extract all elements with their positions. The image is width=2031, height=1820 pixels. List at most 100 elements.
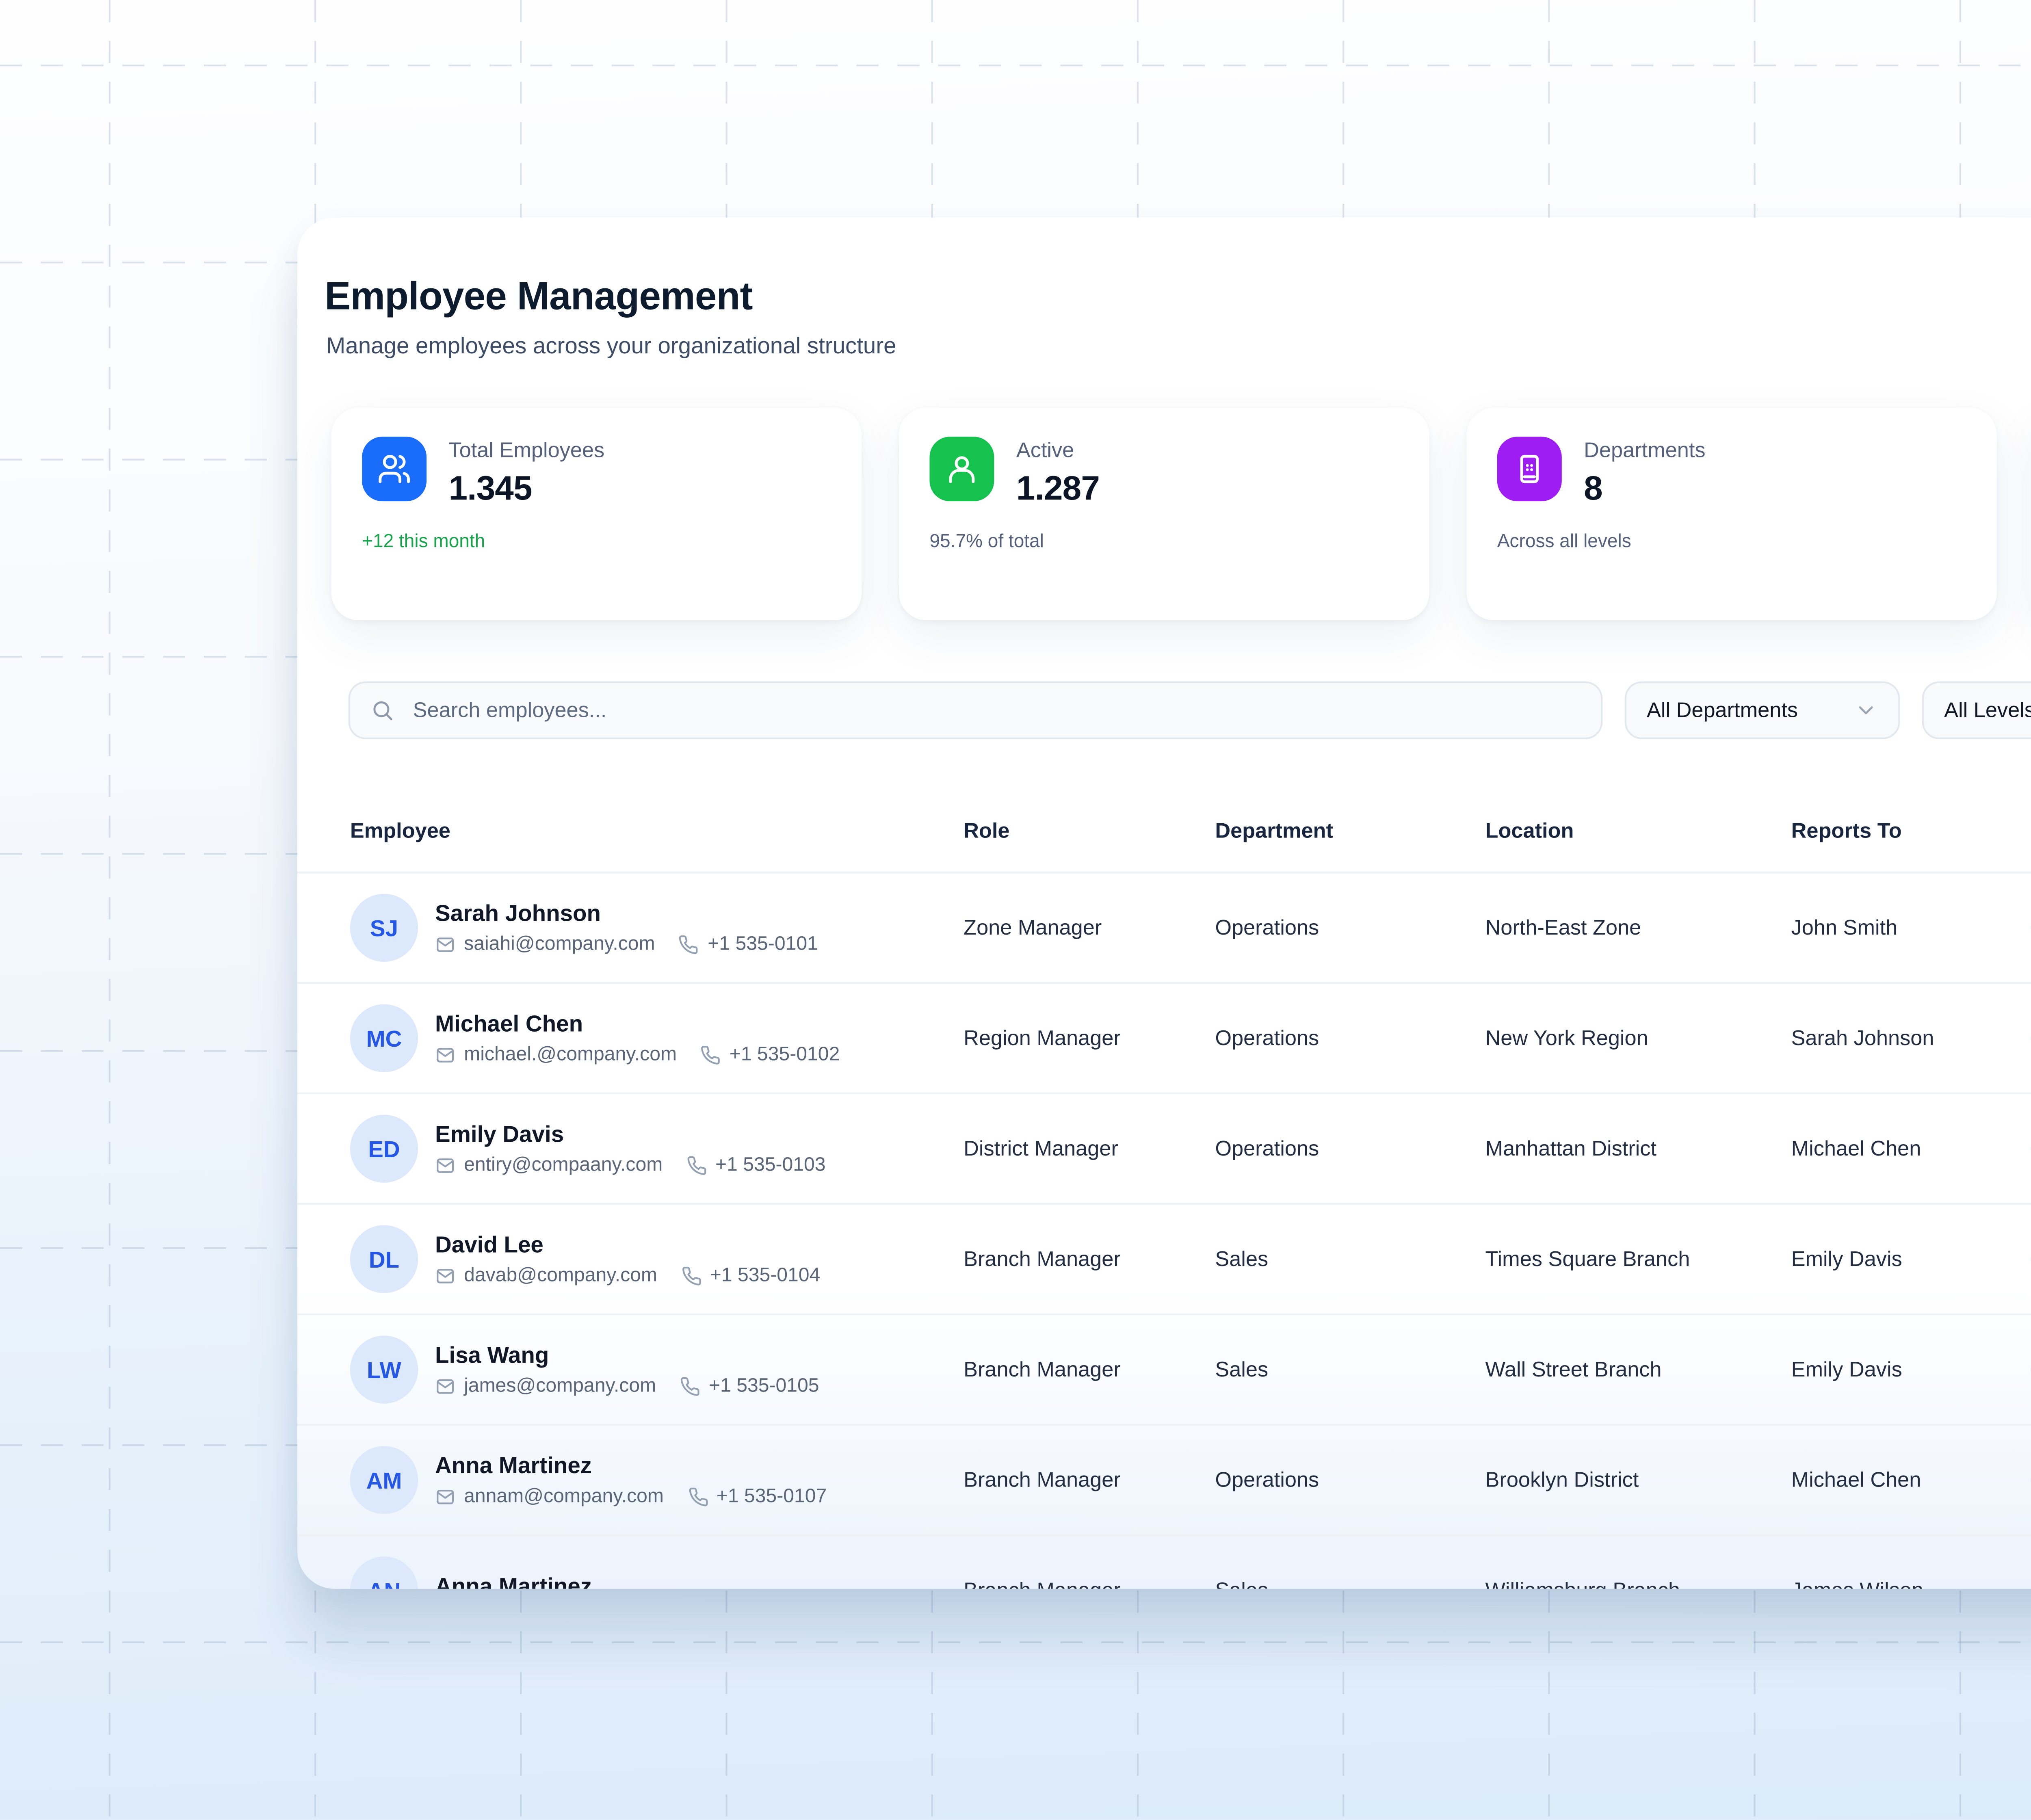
chevron-down-icon	[1854, 698, 1878, 722]
reports-to-cell: John Smith	[1791, 916, 2031, 940]
levels-filter-dropdown[interactable]: All Levels	[1922, 682, 2031, 739]
stats-row: Total Employees 1.345 +12 this month Act…	[331, 408, 2031, 620]
employee-name: Anna Martinez	[435, 1453, 827, 1478]
email-icon	[435, 1045, 455, 1065]
email-icon	[435, 935, 455, 955]
column-header-department: Department	[1215, 819, 1485, 843]
stat-card: Departments 8 Across all levels	[1467, 408, 1997, 620]
stat-label: Departments	[1584, 438, 1705, 462]
location-cell: North-East Zone	[1485, 916, 1791, 940]
phone-icon	[680, 1376, 700, 1397]
department-cell: Operations	[1215, 1026, 1485, 1050]
grid-line	[109, 0, 110, 1820]
reports-to-cell: James Wilson	[1791, 1579, 2031, 1589]
phone-icon	[701, 1045, 721, 1065]
role-cell: Zone Manager	[964, 916, 1215, 940]
employee-name: David Lee	[435, 1232, 820, 1257]
search-box[interactable]	[349, 682, 1603, 739]
employee-name: Sarah Johnson	[435, 900, 818, 926]
employee-name: Emily Davis	[435, 1121, 826, 1147]
employee-email: michael.@company.com	[464, 1045, 677, 1065]
stat-note: +12 this month	[362, 532, 831, 552]
table-row[interactable]: AM Anna Martinez annam@company.com +1 53…	[297, 1424, 2031, 1534]
page-subtitle: Manage employees across your organizatio…	[326, 333, 2031, 359]
email-icon	[435, 1156, 455, 1176]
avatar: AM	[350, 1446, 418, 1514]
reports-to-cell: Sarah Johnson	[1791, 1026, 2031, 1050]
employee-phone: +1 535-0101	[708, 935, 818, 955]
column-header-role: Role	[964, 819, 1215, 843]
table-header-row: Employee Role Department Location Report…	[297, 790, 2031, 872]
location-cell: Times Square Branch	[1485, 1247, 1791, 1271]
department-cell: Sales	[1215, 1247, 1485, 1271]
building-icon	[1497, 437, 1562, 501]
reports-to-cell: Michael Chen	[1791, 1468, 2031, 1492]
employee-management-panel: Employee Management Manage employees acr…	[297, 218, 2031, 1589]
phone-icon	[686, 1156, 707, 1176]
email-icon	[435, 1266, 455, 1286]
phone-icon	[679, 935, 699, 955]
grid-line	[0, 1641, 2031, 1643]
table-body: SJ Sarah Johnson saiahi@company.com +1 5…	[297, 872, 2031, 1589]
department-cell: Sales	[1215, 1358, 1485, 1382]
table-row[interactable]: MC Michael Chen michael.@company.com +1 …	[297, 982, 2031, 1093]
employee-name: Anna Martinez	[435, 1573, 592, 1589]
role-cell: Branch Manager	[964, 1358, 1215, 1382]
department-cell: Operations	[1215, 1137, 1485, 1161]
department-cell: Operations	[1215, 916, 1485, 940]
employee-email: annam@company.com	[464, 1487, 664, 1507]
stat-card: Total Employees 1.345 +12 this month	[331, 408, 862, 620]
role-cell: District Manager	[964, 1137, 1215, 1161]
search-input[interactable]	[409, 697, 1581, 724]
stat-label: Total Employees	[448, 438, 604, 462]
role-cell: Branch Manager	[964, 1468, 1215, 1492]
employee-email: entiry@compaany.com	[464, 1156, 663, 1176]
stat-value: 1.287	[1016, 471, 1100, 510]
table-row[interactable]: LW Lisa Wang james@company.com +1 535-01…	[297, 1314, 2031, 1424]
column-header-reports-to: Reports To	[1791, 819, 2031, 843]
levels-filter-value: All Levels	[1944, 698, 2031, 722]
avatar: DL	[350, 1225, 418, 1293]
location-cell: Wall Street Branch	[1485, 1358, 1791, 1382]
column-header-employee: Employee	[350, 819, 964, 843]
employee-phone: +1 535-0107	[717, 1487, 827, 1507]
employee-table: Employee Role Department Location Report…	[297, 790, 2031, 1588]
stat-note: Across all levels	[1497, 532, 1966, 552]
employee-email: davab@company.com	[464, 1266, 657, 1286]
avatar: MC	[350, 1004, 418, 1072]
reports-to-cell: Emily Davis	[1791, 1358, 2031, 1382]
reports-to-cell: Michael Chen	[1791, 1137, 2031, 1161]
department-cell: Operations	[1215, 1468, 1485, 1492]
phone-icon	[688, 1487, 708, 1507]
table-row[interactable]: DL David Lee davab@company.com +1 535-01…	[297, 1203, 2031, 1314]
departments-filter-dropdown[interactable]: All Departments	[1625, 682, 1900, 739]
employee-email: saiahi@company.com	[464, 935, 655, 955]
panel-header: Employee Management Manage employees acr…	[297, 218, 2031, 359]
avatar: SJ	[350, 894, 418, 962]
email-icon	[435, 1376, 455, 1397]
users-icon	[362, 437, 427, 501]
location-cell: Williamsburg Branch	[1485, 1579, 1791, 1589]
page-title: Employee Management	[325, 274, 2031, 320]
employee-phone: +1 535-0103	[715, 1156, 826, 1176]
location-cell: Manhattan District	[1485, 1137, 1791, 1161]
avatar: AN	[350, 1556, 418, 1588]
table-row[interactable]: AN Anna Martinez Branch Manager Sales Wi…	[297, 1534, 2031, 1589]
employee-phone: +1 535-0102	[730, 1045, 840, 1065]
stat-card: Active 1.287 95.7% of total	[899, 408, 1429, 620]
column-header-location: Location	[1485, 819, 1791, 843]
stat-label: Active	[1016, 438, 1100, 462]
avatar: ED	[350, 1115, 418, 1182]
desktop-background: Employee Management Manage employees acr…	[0, 0, 2031, 1820]
phone-icon	[681, 1266, 702, 1286]
table-row[interactable]: SJ Sarah Johnson saiahi@company.com +1 5…	[297, 872, 2031, 982]
employee-phone: +1 535-0105	[709, 1376, 819, 1397]
employee-name: Lisa Wang	[435, 1342, 819, 1368]
grid-line	[0, 65, 2031, 66]
toolbar: All Departments All Levels Add Employee	[349, 680, 2031, 741]
table-row[interactable]: ED Emily Davis entiry@compaany.com +1 53…	[297, 1093, 2031, 1203]
avatar: LW	[350, 1335, 418, 1403]
stat-value: 1.345	[448, 471, 604, 510]
search-icon	[370, 698, 394, 722]
stat-value: 8	[1584, 471, 1705, 510]
